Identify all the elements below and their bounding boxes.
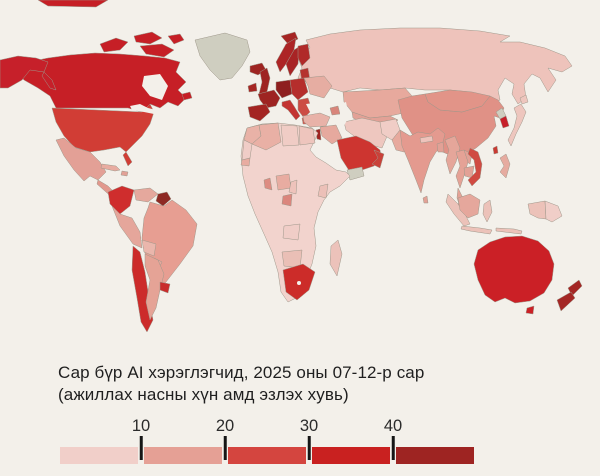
legend-tick-label-10: 10 bbox=[131, 417, 151, 435]
world-map bbox=[0, 0, 583, 333]
region-canada-arctic-4 bbox=[167, 33, 185, 45]
legend-tick-mark-30 bbox=[307, 436, 311, 460]
region-japan-hokkaido bbox=[519, 94, 529, 105]
region-ghana bbox=[263, 177, 273, 191]
region-venezuela bbox=[133, 187, 159, 203]
region-cameroon bbox=[288, 179, 298, 195]
caption-line1: Сар бүр AI хэрэглэгчид, 2025 оны 07-12-р… bbox=[58, 363, 425, 382]
region-balkans bbox=[297, 97, 313, 119]
region-senegal bbox=[240, 157, 251, 167]
legend-tick-label-40: 40 bbox=[383, 417, 403, 435]
region-greenland bbox=[194, 32, 251, 81]
region-guyanas bbox=[155, 191, 172, 207]
region-australia bbox=[473, 235, 555, 304]
region-gabon bbox=[281, 193, 293, 207]
region-vietnam bbox=[467, 147, 483, 187]
region-kenya bbox=[317, 183, 329, 199]
region-italy bbox=[281, 99, 301, 121]
legend-swatch-bin-4 bbox=[312, 447, 390, 464]
region-newfoundland bbox=[181, 91, 193, 101]
region-java bbox=[460, 225, 493, 235]
legend-swatch-bin-1 bbox=[60, 447, 138, 464]
legend-swatch-row bbox=[60, 447, 474, 464]
region-south-korea bbox=[499, 115, 510, 129]
region-nigeria bbox=[275, 173, 292, 191]
region-papua-new-guinea bbox=[544, 200, 563, 223]
legend-tick-mark-20 bbox=[223, 436, 227, 460]
legend-tick-mark-10 bbox=[139, 436, 143, 460]
region-thailand bbox=[455, 149, 469, 189]
region-japan bbox=[507, 103, 527, 147]
legend-swatch-bin-3 bbox=[228, 447, 306, 464]
region-bolivia bbox=[141, 239, 157, 257]
hudson-bay bbox=[142, 74, 168, 100]
region-alaska bbox=[0, 55, 49, 89]
region-ukraine bbox=[303, 75, 333, 99]
region-india bbox=[399, 127, 446, 194]
region-finland bbox=[297, 43, 311, 67]
region-libya bbox=[280, 124, 300, 147]
black-sea bbox=[306, 102, 326, 112]
region-uruguay bbox=[159, 281, 171, 294]
region-taiwan bbox=[492, 145, 499, 155]
legend-tick-label-20: 20 bbox=[215, 417, 235, 435]
region-mongolia bbox=[424, 89, 491, 113]
caspian-sea bbox=[340, 102, 349, 126]
region-lesser-sunda bbox=[495, 227, 523, 235]
region-central-europe bbox=[289, 77, 309, 101]
region-canada-arctic-2 bbox=[133, 31, 163, 45]
region-caucasus bbox=[329, 105, 341, 116]
region-argentina bbox=[144, 253, 165, 321]
region-germany bbox=[275, 79, 293, 99]
region-ireland bbox=[247, 82, 258, 93]
legend-swatch-bin-2 bbox=[144, 447, 222, 464]
region-cuba bbox=[100, 163, 121, 172]
region-alaska-panhandle bbox=[41, 71, 57, 91]
region-philippines bbox=[499, 153, 511, 179]
region-colombia bbox=[107, 185, 135, 215]
chart-caption: Сар бүр AI хэрэглэгчид, 2025 оны 07-12-р… bbox=[58, 362, 538, 406]
region-tasmania bbox=[525, 305, 535, 315]
region-egypt bbox=[298, 125, 316, 146]
region-papua-indonesia bbox=[527, 200, 547, 220]
region-uk bbox=[258, 67, 271, 95]
region-canada-arctic-3 bbox=[139, 43, 175, 58]
region-lesotho-cutout bbox=[297, 281, 301, 285]
region-madagascar bbox=[329, 239, 343, 277]
region-turkey bbox=[302, 112, 331, 128]
region-sri-lanka bbox=[422, 195, 429, 204]
region-algeria bbox=[251, 122, 282, 151]
region-iberia bbox=[247, 103, 271, 122]
legend-tick-label-30: 30 bbox=[299, 417, 319, 435]
region-florida bbox=[122, 151, 133, 167]
region-iran bbox=[343, 117, 389, 149]
region-bangladesh bbox=[436, 141, 445, 153]
legend-tick-mark-40 bbox=[391, 436, 395, 460]
region-nz-south bbox=[556, 291, 576, 312]
color-legend: 10 20 30 40 bbox=[60, 417, 474, 465]
region-oman-uae bbox=[371, 149, 385, 169]
caption-line2: (ажиллах насны хүн амд эзлэх хувь) bbox=[58, 385, 349, 404]
legend-swatch-bin-5 bbox=[396, 447, 474, 464]
region-angola bbox=[282, 223, 301, 241]
region-borneo bbox=[457, 193, 481, 219]
region-canada-arctic-1 bbox=[99, 37, 129, 53]
world-map-svg bbox=[0, 0, 583, 333]
great-lakes bbox=[130, 104, 156, 114]
region-canada-arctic-top bbox=[37, 0, 109, 8]
region-hispaniola bbox=[120, 170, 129, 177]
region-sulawesi bbox=[482, 199, 493, 223]
region-peru bbox=[111, 205, 143, 249]
region-mexico bbox=[55, 137, 107, 182]
region-africa bbox=[240, 122, 351, 303]
region-france bbox=[257, 89, 281, 109]
region-myanmar bbox=[444, 135, 461, 175]
region-nepal bbox=[419, 135, 434, 144]
